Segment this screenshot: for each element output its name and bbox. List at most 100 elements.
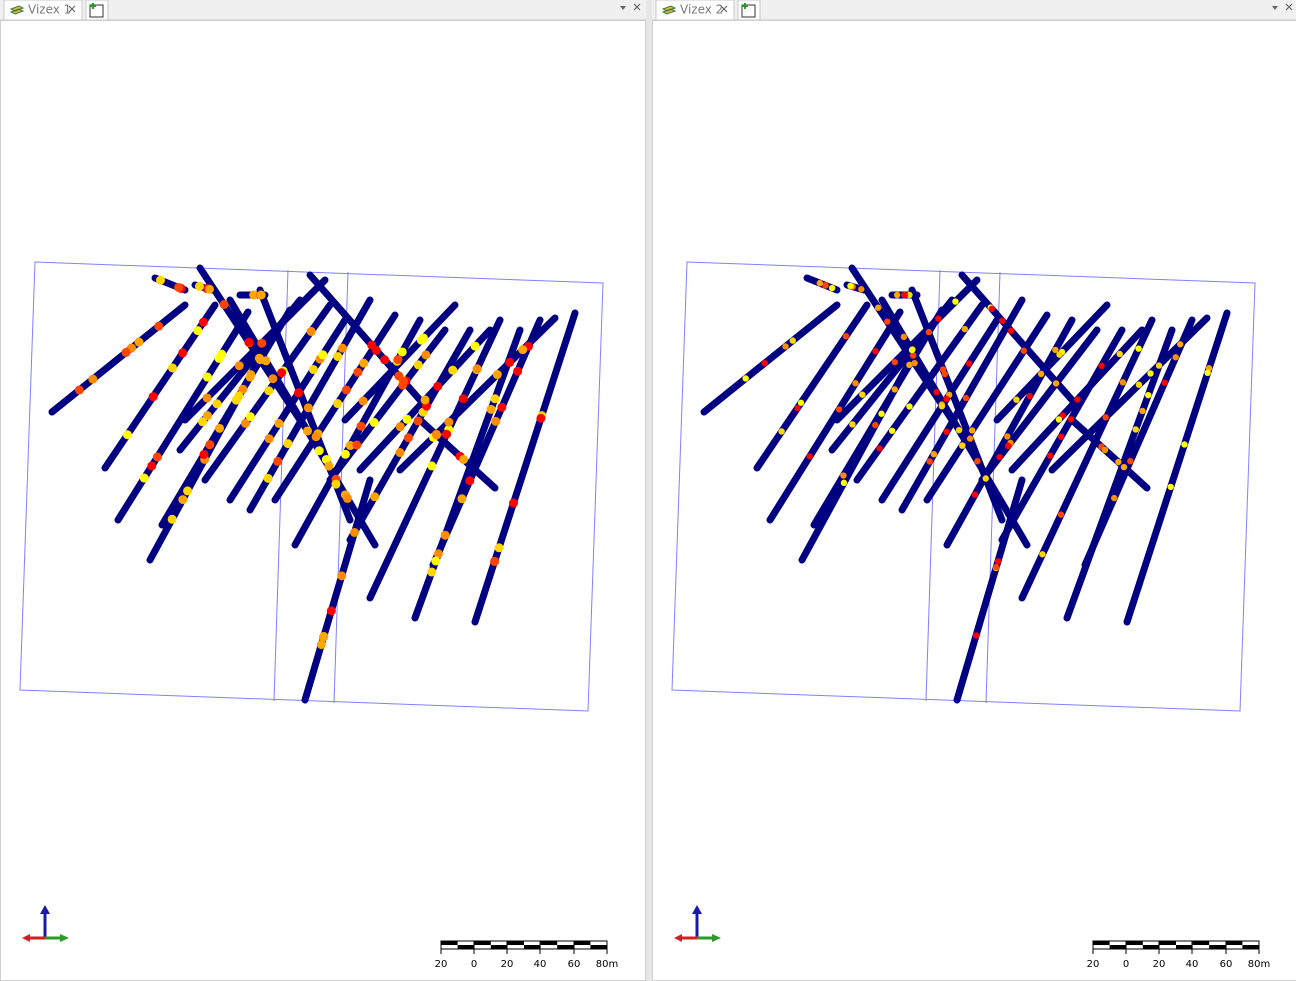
axis-z-head bbox=[40, 905, 50, 914]
assay-interval bbox=[858, 286, 865, 293]
assay-interval bbox=[491, 416, 501, 426]
vizex-panel: Vizex 1 20 0 20 40 60 80m bbox=[0, 0, 646, 981]
assay-interval bbox=[1111, 494, 1118, 502]
tab-close[interactable] bbox=[720, 5, 728, 13]
assay-interval bbox=[234, 361, 244, 371]
assay-interval bbox=[1039, 551, 1046, 558]
drill-hole bbox=[810, 306, 946, 529]
assay-interval bbox=[965, 360, 973, 367]
assay-interval bbox=[257, 338, 267, 348]
assay-interval bbox=[1135, 345, 1142, 352]
assay-interval bbox=[782, 343, 789, 350]
assay-interval bbox=[926, 458, 933, 465]
assay-interval bbox=[490, 556, 500, 566]
assay-interval bbox=[470, 341, 480, 351]
assay-interval bbox=[872, 348, 879, 355]
tab-menu-arrow[interactable] bbox=[620, 6, 626, 10]
tab-icon bbox=[661, 5, 677, 15]
assay-interval bbox=[994, 558, 1002, 565]
drill-hole bbox=[158, 306, 294, 529]
scale-label: 0 bbox=[471, 959, 477, 970]
assay-interval bbox=[1132, 426, 1139, 433]
assay-interval bbox=[797, 399, 805, 406]
assay-interval bbox=[1115, 458, 1122, 466]
assay-interval bbox=[1098, 362, 1105, 369]
assay-interval bbox=[273, 456, 283, 466]
assay-interval bbox=[1046, 452, 1054, 459]
scale-bar-segment bbox=[457, 945, 475, 949]
scale-bar-segment bbox=[1176, 945, 1193, 949]
panel-close[interactable] bbox=[633, 3, 641, 11]
assay-interval bbox=[993, 563, 1000, 571]
assay-interval bbox=[1155, 362, 1163, 369]
assay-interval bbox=[249, 290, 259, 300]
assay-interval bbox=[859, 391, 866, 398]
assay-interval bbox=[219, 300, 229, 310]
assay-interval bbox=[901, 291, 909, 299]
section-box bbox=[671, 261, 1256, 712]
assay-interval bbox=[835, 406, 843, 413]
drill-hole bbox=[700, 301, 841, 416]
panel-close[interactable] bbox=[1285, 3, 1293, 11]
assay-interval bbox=[178, 495, 188, 505]
assay-interval bbox=[1007, 327, 1015, 335]
assay-interval bbox=[215, 423, 225, 433]
assay-interval bbox=[277, 368, 287, 378]
assay-interval bbox=[968, 427, 976, 434]
assay-interval bbox=[245, 412, 255, 422]
assay-interval bbox=[1052, 346, 1059, 354]
assay-interval bbox=[888, 427, 896, 434]
assay-interval bbox=[152, 452, 162, 462]
assay-interval bbox=[303, 426, 313, 436]
drill-hole bbox=[766, 308, 904, 524]
axis-y-head bbox=[712, 934, 721, 942]
assay-interval bbox=[1147, 370, 1154, 377]
assay-interval bbox=[872, 421, 879, 429]
scale-bar-segment bbox=[441, 941, 458, 945]
assay-interval bbox=[952, 298, 959, 305]
assay-interval bbox=[505, 357, 515, 367]
assay-interval bbox=[1004, 433, 1011, 440]
assay-interval bbox=[794, 404, 801, 412]
assay-interval bbox=[876, 445, 883, 452]
assay-interval bbox=[358, 396, 368, 406]
scale-bar-segment bbox=[590, 945, 607, 949]
assay-interval bbox=[340, 449, 350, 459]
assay-interval bbox=[1116, 350, 1123, 358]
assay-interval bbox=[972, 632, 980, 639]
splitter[interactable] bbox=[646, 0, 652, 981]
assay-interval bbox=[306, 326, 316, 336]
assay-interval bbox=[1057, 433, 1065, 440]
assay-interval bbox=[244, 337, 254, 347]
assay-interval bbox=[1167, 483, 1174, 491]
assay-interval bbox=[198, 417, 208, 427]
assay-interval bbox=[352, 440, 362, 450]
assay-interval bbox=[154, 321, 164, 331]
scale-bar-segment bbox=[1159, 941, 1176, 945]
assay-interval bbox=[238, 384, 248, 394]
tab-title: Vizex 2 bbox=[680, 3, 723, 17]
assay-interval bbox=[1139, 407, 1146, 415]
assay-interval bbox=[840, 472, 847, 479]
assay-interval bbox=[420, 395, 430, 405]
assay-interval bbox=[906, 361, 913, 369]
tab-menu-arrow[interactable] bbox=[1272, 6, 1278, 10]
assay-interval bbox=[465, 476, 475, 486]
assay-interval bbox=[497, 402, 507, 412]
tab-close[interactable] bbox=[68, 5, 76, 13]
assay-interval bbox=[893, 291, 901, 299]
assay-interval bbox=[214, 353, 224, 363]
assay-interval bbox=[1127, 457, 1134, 465]
assay-interval bbox=[1119, 379, 1127, 386]
assay-interval bbox=[427, 461, 437, 471]
assay-interval bbox=[319, 631, 329, 641]
drill-hole bbox=[1068, 416, 1151, 492]
assay-interval bbox=[202, 411, 212, 421]
assay-interval bbox=[847, 282, 854, 290]
assay-interval bbox=[761, 359, 768, 367]
scale-label: 80m bbox=[1248, 959, 1270, 970]
scale-bar-segment bbox=[1109, 945, 1127, 949]
scale-label: 20 bbox=[435, 959, 448, 970]
assay-interval bbox=[925, 328, 933, 336]
assay-interval bbox=[806, 453, 813, 460]
